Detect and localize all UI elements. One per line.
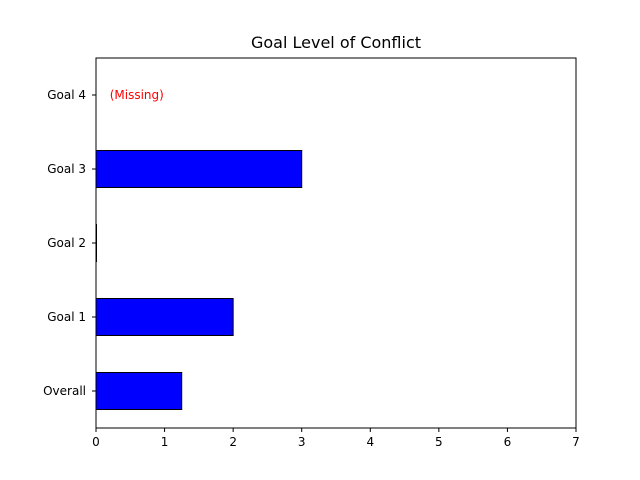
x-tick-label-7: 7 <box>572 435 580 449</box>
x-tick-label-6: 6 <box>504 435 512 449</box>
y-tick-label-overall: Overall <box>43 384 86 398</box>
bar-goal-1 <box>95 298 234 336</box>
y-axis: Overall Goal 1 Goal 2 Goal 3 Goal 4 <box>43 88 96 398</box>
x-tick-label-5: 5 <box>435 435 443 449</box>
x-tick-label-4: 4 <box>366 435 374 449</box>
y-tick-label-goal-2: Goal 2 <box>47 236 86 250</box>
x-tick-label-3: 3 <box>298 435 306 449</box>
x-tick-label-0: 0 <box>92 435 100 449</box>
annotations-group: (Missing) <box>110 88 164 102</box>
chart-title: Goal Level of Conflict <box>251 33 421 52</box>
bar-goal-3 <box>95 150 303 188</box>
bar-overall <box>95 372 183 410</box>
y-tick-label-goal-3: Goal 3 <box>47 162 86 176</box>
y-tick-label-goal-4: Goal 4 <box>47 88 86 102</box>
x-tick-label-1: 1 <box>161 435 169 449</box>
x-axis: 0 1 2 3 4 5 6 7 <box>92 428 580 449</box>
x-tick-label-2: 2 <box>229 435 237 449</box>
bars-group <box>95 150 303 410</box>
y-tick-label-goal-1: Goal 1 <box>47 310 86 324</box>
annotation-missing: (Missing) <box>110 88 164 102</box>
